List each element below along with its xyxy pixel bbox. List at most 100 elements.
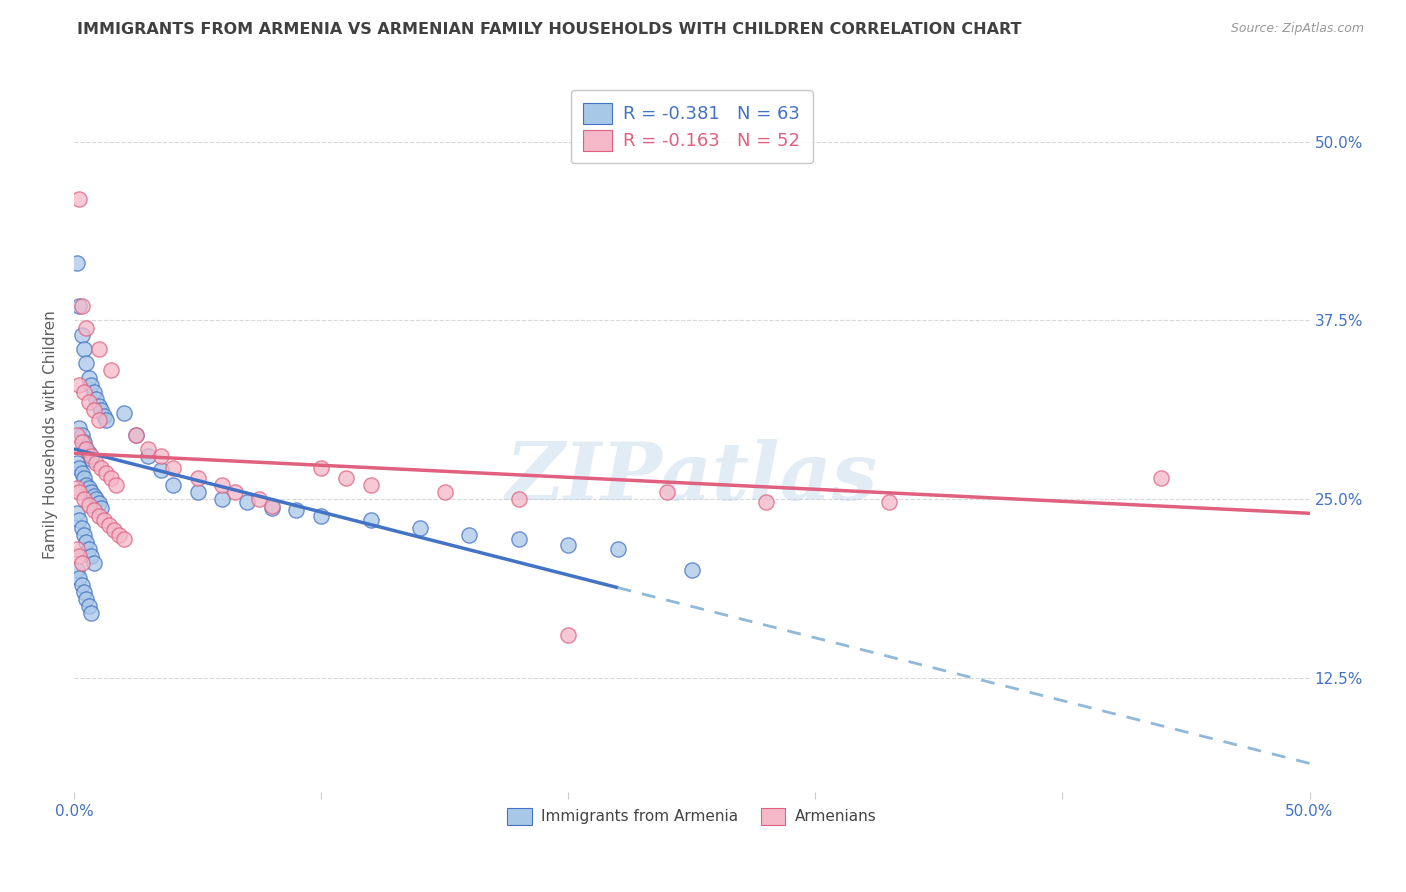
- Point: [67, 513, 90, 527]
- Point: [75, 442, 97, 456]
- Point: [86, 392, 108, 406]
- Point: [105, 477, 128, 491]
- Text: Source: ZipAtlas.com: Source: ZipAtlas.com: [1230, 22, 1364, 36]
- Point: [90, 460, 112, 475]
- Point: [103, 524, 125, 538]
- Text: ZIPatlas: ZIPatlas: [506, 439, 877, 516]
- Point: [681, 564, 703, 578]
- Point: [65, 481, 87, 495]
- Point: [112, 532, 135, 546]
- Point: [100, 470, 122, 484]
- Point: [75, 320, 97, 334]
- Point: [65, 564, 87, 578]
- Point: [73, 585, 96, 599]
- Point: [409, 520, 432, 534]
- Point: [360, 477, 382, 491]
- Point: [80, 607, 103, 621]
- Point: [77, 446, 100, 460]
- Legend: Immigrants from Armenia, Armenians: Immigrants from Armenia, Armenians: [498, 798, 886, 834]
- Point: [260, 500, 283, 515]
- Point: [93, 409, 115, 424]
- Point: [83, 489, 105, 503]
- Point: [149, 463, 172, 477]
- Point: [162, 477, 184, 491]
- Point: [187, 484, 209, 499]
- Point: [65, 541, 87, 556]
- Point: [70, 557, 93, 571]
- Point: [65, 506, 87, 520]
- Point: [70, 427, 93, 442]
- Point: [77, 394, 100, 409]
- Point: [107, 527, 129, 541]
- Point: [136, 449, 159, 463]
- Point: [75, 442, 97, 456]
- Point: [70, 467, 93, 481]
- Point: [93, 513, 115, 527]
- Point: [87, 413, 110, 427]
- Point: [97, 517, 120, 532]
- Point: [187, 470, 209, 484]
- Point: [75, 592, 97, 607]
- Point: [80, 377, 103, 392]
- Point: [755, 495, 778, 509]
- Point: [433, 484, 456, 499]
- Point: [211, 477, 233, 491]
- Point: [87, 399, 110, 413]
- Point: [125, 427, 148, 442]
- Point: [73, 384, 96, 399]
- Point: [508, 491, 530, 506]
- Point: [73, 342, 96, 356]
- Point: [77, 370, 100, 384]
- Point: [285, 503, 308, 517]
- Point: [90, 500, 112, 515]
- Point: [655, 484, 678, 499]
- Point: [77, 498, 100, 512]
- Point: [112, 406, 135, 420]
- Point: [65, 456, 87, 470]
- Point: [83, 384, 105, 399]
- Point: [162, 460, 184, 475]
- Point: [360, 513, 382, 527]
- Point: [77, 541, 100, 556]
- Point: [70, 299, 93, 313]
- Point: [247, 491, 270, 506]
- Point: [260, 499, 283, 513]
- Point: [67, 377, 90, 392]
- Point: [80, 449, 103, 463]
- Point: [86, 491, 108, 506]
- Point: [86, 456, 108, 470]
- Point: [67, 549, 90, 564]
- Point: [73, 470, 96, 484]
- Point: [70, 434, 93, 449]
- Point: [77, 599, 100, 614]
- Point: [77, 481, 100, 495]
- Point: [67, 460, 90, 475]
- Point: [96, 467, 118, 481]
- Point: [87, 496, 110, 510]
- Point: [67, 192, 90, 206]
- Point: [67, 299, 90, 313]
- Y-axis label: Family Households with Children: Family Households with Children: [44, 310, 58, 559]
- Point: [309, 460, 332, 475]
- Text: IMMIGRANTS FROM ARMENIA VS ARMENIAN FAMILY HOUSEHOLDS WITH CHILDREN CORRELATION : IMMIGRANTS FROM ARMENIA VS ARMENIAN FAMI…: [77, 22, 1022, 37]
- Point: [458, 527, 481, 541]
- Point: [80, 484, 103, 499]
- Point: [65, 427, 87, 442]
- Point: [90, 403, 112, 417]
- Point: [879, 495, 901, 509]
- Point: [211, 491, 233, 506]
- Point: [309, 509, 332, 524]
- Point: [80, 452, 103, 467]
- Point: [75, 477, 97, 491]
- Point: [83, 503, 105, 517]
- Point: [67, 571, 90, 585]
- Point: [70, 327, 93, 342]
- Point: [149, 449, 172, 463]
- Point: [224, 484, 246, 499]
- Point: [75, 356, 97, 370]
- Point: [73, 491, 96, 506]
- Point: [67, 420, 90, 434]
- Point: [508, 532, 530, 546]
- Point: [70, 520, 93, 534]
- Point: [65, 256, 87, 270]
